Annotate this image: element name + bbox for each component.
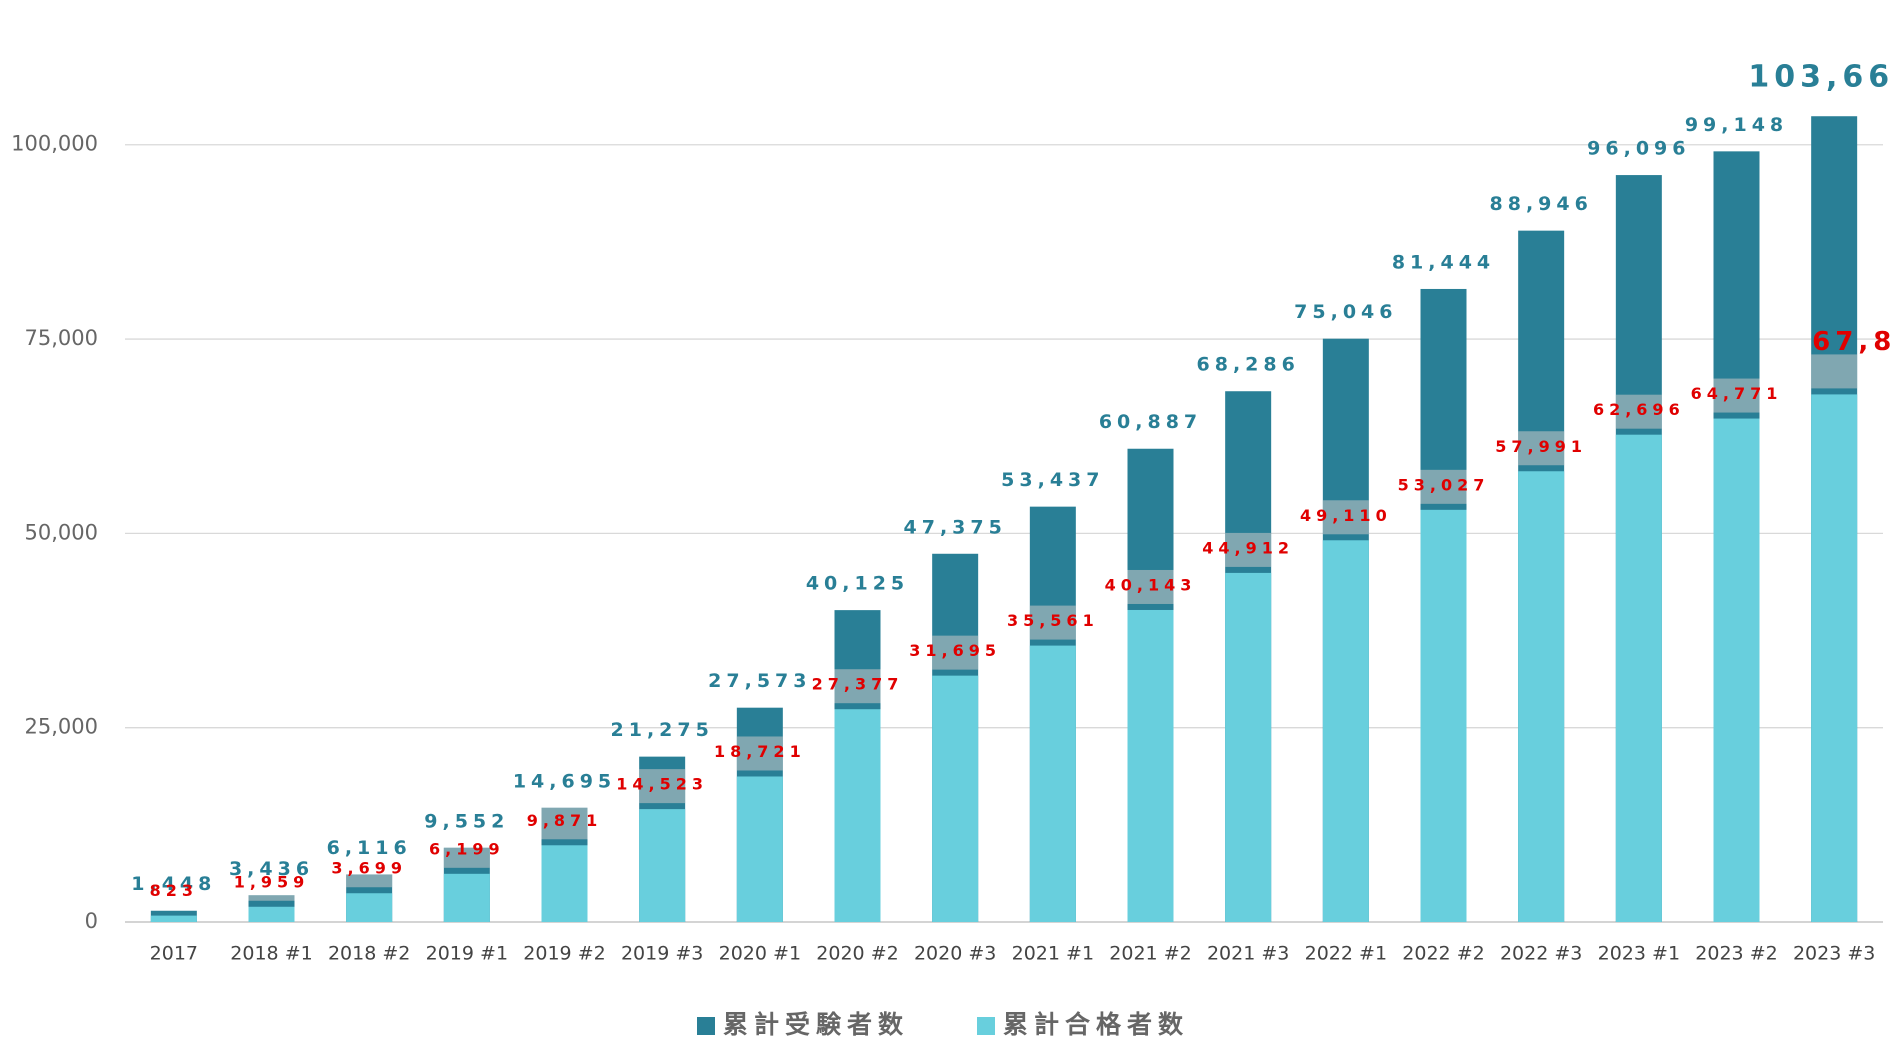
bar [932,675,979,922]
bar [639,809,686,922]
data-label: 35,561 [1007,611,1099,630]
data-label: 9,552 [424,810,509,832]
label-box [1713,378,1760,413]
data-label: 103,666 [1748,60,1893,95]
label-box [736,736,783,771]
label-box [443,847,490,868]
bar [736,776,783,922]
data-label: 31,695 [909,641,1001,660]
x-tick-label: 2022 #2 [1402,943,1484,965]
legend-swatch [697,1017,715,1035]
data-label: 14,695 [513,770,616,792]
label-box [248,895,295,901]
x-tick-label: 2018 #1 [230,943,312,965]
label-box [1029,605,1076,640]
bar [834,709,881,922]
x-tick-label: 2019 #1 [426,943,508,965]
data-label: 40,125 [806,573,909,595]
data-label: 67,877 [1812,327,1893,357]
data-label: 21,275 [611,719,714,741]
label-box [1811,354,1858,389]
label-box [1420,469,1467,504]
legend-label: 累計受験者数 [723,1010,909,1039]
data-label: 14,523 [616,775,708,794]
label-box [932,635,979,670]
x-tick-label: 2023 #1 [1598,943,1680,965]
data-label: 49,110 [1300,506,1392,525]
x-tick-label: 2019 #3 [621,943,703,965]
x-tick-label: 2018 #2 [328,943,410,965]
data-label: 96,096 [1587,138,1690,160]
data-label: 62,696 [1593,400,1685,419]
bar [1713,418,1760,922]
x-tick-label: 2022 #3 [1500,943,1582,965]
bar [1518,471,1565,922]
bar [443,873,490,922]
data-label: 44,912 [1202,538,1294,557]
x-tick-label: 2021 #1 [1012,943,1094,965]
data-label: 53,437 [1001,469,1104,491]
x-tick-label: 2017 [150,943,198,965]
data-label: 53,027 [1398,475,1490,494]
x-tick-label: 2021 #2 [1109,943,1191,965]
data-label: 47,375 [904,516,1007,538]
y-tick-label: 50,000 [25,520,98,544]
data-label: 60,887 [1099,411,1202,433]
data-label: 18,721 [714,742,806,761]
data-label: 57,991 [1495,437,1587,456]
x-tick-label: 2020 #2 [816,943,898,965]
label-box [1615,394,1662,429]
bar [1811,394,1858,922]
data-label: 3,436 [229,858,314,880]
data-label: 88,946 [1490,193,1593,215]
label-box [1127,569,1174,604]
data-label: 68,286 [1197,354,1300,376]
data-label: 81,444 [1392,251,1495,273]
bar [150,915,197,922]
data-label: 40,143 [1105,575,1197,594]
x-tick-label: 2019 #2 [523,943,605,965]
bar [1420,509,1467,922]
label-box [639,769,686,804]
data-label: 9,871 [527,811,603,830]
x-tick-label: 2023 #3 [1793,943,1875,965]
data-label: 823 [150,881,198,900]
label-box [1225,532,1272,567]
data-label: 27,573 [708,670,811,692]
bar [1615,434,1662,922]
label-box [1322,500,1369,535]
data-label: 99,148 [1685,114,1788,136]
label-box [834,669,881,704]
x-tick-label: 2020 #1 [719,943,801,965]
bar [248,906,295,922]
data-label: 27,377 [812,675,904,694]
y-tick-label: 25,000 [25,715,98,739]
x-tick-label: 2021 #3 [1207,943,1289,965]
bar [1225,572,1272,922]
label-box [541,807,588,840]
bar [346,893,393,922]
bar [1029,645,1076,922]
y-tick-label: 100,000 [11,132,98,156]
data-label: 1,448 [131,873,216,895]
label-box [346,874,393,888]
x-tick-label: 2023 #2 [1695,943,1777,965]
label-box [1518,431,1565,466]
legend-label: 累計合格者数 [1003,1010,1189,1039]
y-tick-label: 75,000 [25,326,98,350]
x-tick-label: 2022 #1 [1305,943,1387,965]
x-tick-label: 2020 #3 [914,943,996,965]
data-label: 64,771 [1691,384,1783,403]
legend-swatch [977,1017,995,1035]
data-label: 75,046 [1294,301,1397,323]
bar [541,845,588,922]
data-label: 3,699 [331,859,407,878]
data-label: 1,959 [234,872,310,891]
bar [1127,609,1174,922]
y-tick-label: 0 [85,909,98,933]
data-label: 6,116 [327,837,412,859]
bar [1322,540,1369,922]
data-label: 6,199 [429,839,505,858]
